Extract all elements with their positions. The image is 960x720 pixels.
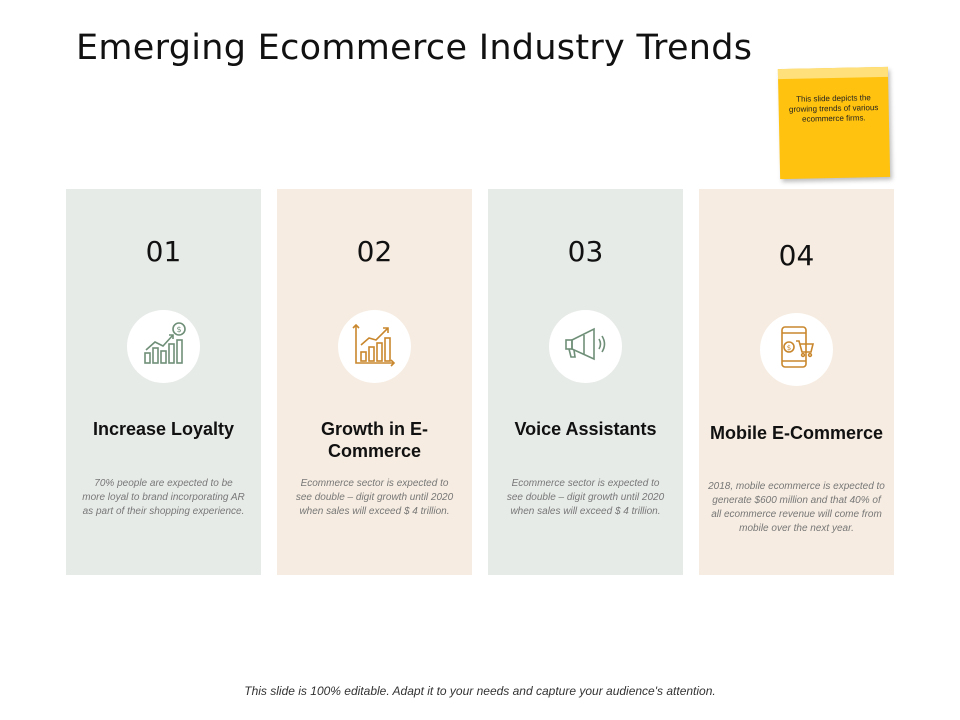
slide-title: Emerging Ecommerce Industry Trends	[76, 28, 753, 68]
trend-card-growth-ecommerce: 02 Growth in E-Commerce Ecommerce sector…	[277, 189, 472, 575]
trend-card-mobile-ecommerce: 04 $ Mobile E-Commerce 2018, mobile ecom…	[699, 189, 894, 575]
icon-circle	[338, 310, 411, 383]
card-description: Ecommerce sector is expected to see doub…	[295, 478, 454, 517]
card-number: 03	[567, 235, 604, 268]
svg-text:$: $	[786, 344, 790, 352]
trend-card-increase-loyalty: 01 $ Increase Loyalty 70% people are exp…	[66, 189, 261, 575]
card-description: Ecommerce sector is expected to see doub…	[506, 478, 665, 517]
card-description: 70% people are expected to be more loyal…	[82, 478, 245, 517]
card-number: 01	[145, 235, 182, 268]
footer-note: This slide is 100% editable. Adapt it to…	[244, 684, 716, 698]
card-description: 2018, mobile ecommerce is expected to ge…	[708, 481, 885, 534]
bar-chart-dollar-icon: $	[141, 321, 187, 372]
card-heading: Increase Loyalty	[92, 419, 235, 439]
mobile-shopping-icon: $	[774, 324, 820, 375]
card-heading: Mobile E-Commerce	[709, 423, 884, 443]
card-heading: Growth in E-Commerce	[321, 419, 428, 461]
svg-text:$: $	[176, 325, 181, 334]
sticky-note-text: This slide depicts the growing trends of…	[788, 93, 879, 124]
card-number: 02	[356, 235, 393, 268]
growth-chart-icon	[351, 321, 398, 372]
icon-circle: $	[760, 313, 833, 386]
icon-circle	[549, 310, 622, 383]
card-heading: Voice Assistants	[514, 419, 657, 439]
icon-circle: $	[127, 310, 200, 383]
trend-card-voice-assistants: 03 Voice Assistants Ecommerce sector is …	[488, 189, 683, 575]
card-number: 04	[778, 239, 815, 272]
sticky-note: This slide depicts the growing trends of…	[777, 66, 891, 180]
megaphone-icon	[563, 321, 609, 372]
